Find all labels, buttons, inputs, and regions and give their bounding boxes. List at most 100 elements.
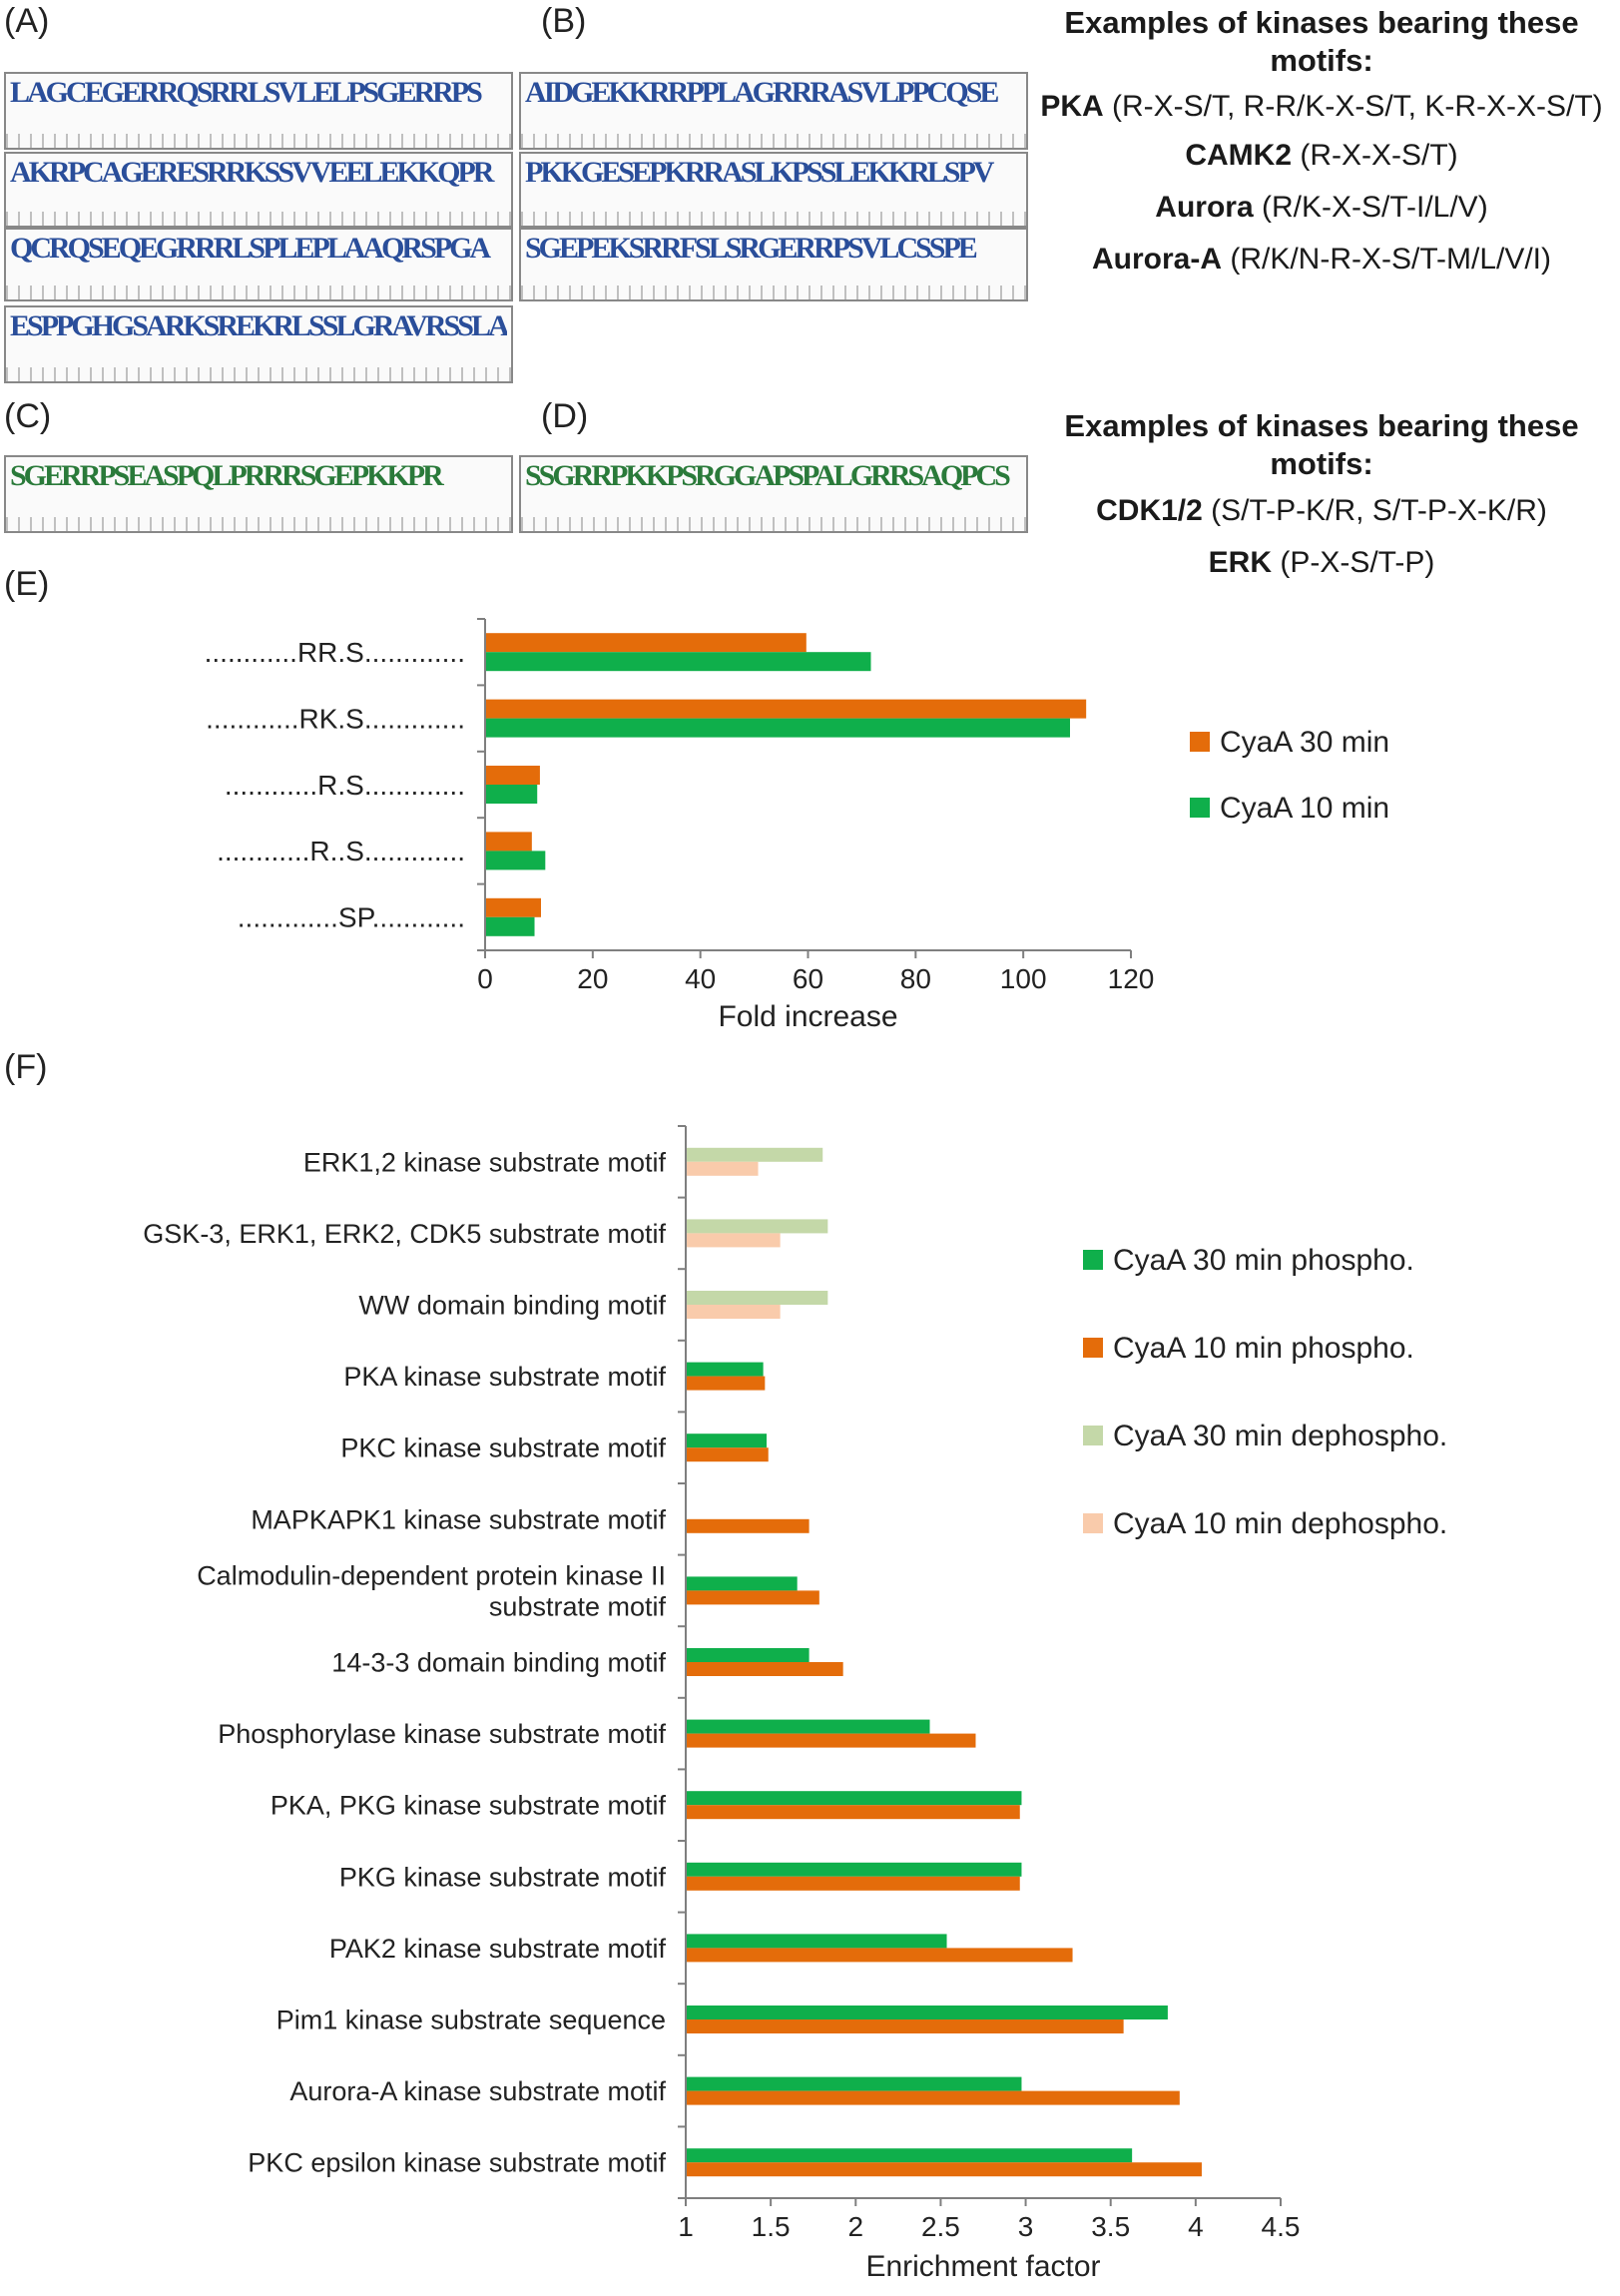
category-label: MAPKAPK1 kinase substrate motif	[251, 1504, 666, 1534]
panel-label-e: (E)	[4, 565, 50, 603]
category-label-line: PKA kinase substrate motif	[343, 1362, 666, 1392]
panel-label-a: (A)	[4, 2, 50, 40]
category-label: PKA kinase substrate motif	[343, 1362, 666, 1392]
bar-cyaa-10-min-phospho-	[687, 1662, 843, 1676]
bar-cyaa-30-min-phospho-	[687, 1719, 930, 1734]
category-label-line: Pim1 kinase substrate sequence	[276, 2005, 666, 2034]
logo-axis	[521, 134, 1026, 148]
bar-cyaa-30-min	[486, 699, 1087, 719]
category-label: WW domain binding motif	[358, 1290, 666, 1320]
legend-label: CyaA 30 min dephospho.	[1113, 1420, 1447, 1452]
category-label-line: ............R..S.............	[217, 836, 465, 866]
bar-cyaa-30-min-phospho-	[687, 1576, 798, 1591]
kinase-name: Aurora-A	[1091, 243, 1222, 276]
legend-swatch	[1083, 1426, 1103, 1445]
sequence-logo-c: SGERRPSEASPQLPRRRSGEPKKPR	[4, 455, 513, 533]
bar-cyaa-10-min-phospho-	[687, 1733, 976, 1748]
bar-cyaa-10-min	[486, 785, 538, 804]
kinase-examples-top: Examples of kinases bearing these motifs…	[1028, 4, 1615, 286]
category-label-line: ERK1,2 kinase substrate motif	[303, 1147, 667, 1177]
sequence-logo-d: SSGRRPKKPSRGGAPSPALGRRSAQPCS	[519, 455, 1028, 533]
x-tick-label: 0	[477, 963, 493, 994]
category-label: ERK1,2 kinase substrate motif	[303, 1147, 667, 1177]
category-label-line: GSK-3, ERK1, ERK2, CDK5 substrate motif	[143, 1219, 666, 1249]
category-label: ............RK.S.............	[206, 703, 465, 734]
kinase-line-pka: PKA (R-X-S/T, R-R/K-X-S/T, K-R-X-X-S/T)	[1028, 84, 1615, 130]
category-label: .............SP............	[238, 902, 465, 933]
kinase-name: Aurora	[1155, 191, 1254, 224]
category-label: Calmodulin-dependent protein kinase II su…	[197, 1560, 666, 1621]
bar-cyaa-30-min-phospho-	[687, 2076, 1022, 2091]
logo-letters: ESPPGHGSARKSREKRLSSLGRAVRSSLAS	[10, 309, 507, 342]
bar-cyaa-30-min-dephospho-	[687, 1147, 823, 1162]
bar-cyaa-10-min-phospho-	[687, 1590, 819, 1605]
bar-cyaa-10-min-phospho-	[687, 1447, 769, 1462]
sequence-logo-a4: ESPPGHGSARKSREKRLSSLGRAVRSSLAS	[4, 305, 513, 383]
bar-cyaa-10-min	[486, 916, 535, 936]
kinase-motif: (P-X-S/T-P)	[1280, 546, 1435, 579]
category-label-line: PKC kinase substrate motif	[340, 1434, 666, 1463]
x-tick-label: 1.5	[752, 2211, 791, 2242]
x-tick-label: 80	[900, 963, 931, 994]
category-label: PKC epsilon kinase substrate motif	[248, 2148, 666, 2178]
legend-swatch	[1083, 1250, 1103, 1270]
category-label: PKG kinase substrate motif	[339, 1862, 667, 1892]
kinase-name: ERK	[1208, 546, 1272, 579]
sequence-logo-b3: SGEPEKSRRFSLSRGERRPSVLCSSPE	[519, 228, 1028, 301]
x-tick-label: 100	[1000, 963, 1047, 994]
category-label: 14-3-3 domain binding motif	[331, 1647, 666, 1677]
bar-cyaa-10-min-phospho-	[687, 2090, 1180, 2105]
bar-cyaa-10-min-phospho-	[687, 1805, 1020, 1820]
category-label-line: WW domain binding motif	[358, 1290, 666, 1320]
bar-cyaa-30-min-phospho-	[687, 1862, 1022, 1877]
legend-swatch	[1190, 732, 1210, 752]
kinase-line-erk: ERK (P-X-S/T-P)	[1028, 537, 1615, 589]
x-tick-label: 4	[1188, 2211, 1204, 2242]
sequence-logo-a2: AKRPCAGERESRRKSSVVEELEKKQPR	[4, 152, 513, 228]
logo-axis	[6, 134, 511, 148]
bar-cyaa-30-min	[486, 832, 532, 852]
bar-cyaa-10-min-phospho-	[687, 2162, 1202, 2177]
x-tick-label: 2	[847, 2211, 863, 2242]
category-label: Pim1 kinase substrate sequence	[276, 2005, 666, 2034]
logo-letters: PKKGESEPKRRASLKPSSLEKKRLSPV	[525, 156, 994, 189]
category-label-line: PAK2 kinase substrate motif	[329, 1934, 667, 1964]
category-label-line: ............RR.S.............	[205, 637, 465, 668]
kinase-name: CAMK2	[1185, 139, 1292, 172]
legend-label: CyaA 10 min phospho.	[1113, 1332, 1414, 1365]
category-label-line: Phosphorylase kinase substrate motif	[218, 1719, 666, 1749]
bar-cyaa-30-min-phospho-	[687, 1934, 947, 1949]
panel-label-c: (C)	[4, 397, 52, 435]
bar-cyaa-10-min-phospho-	[687, 2019, 1124, 2033]
legend-label: CyaA 10 min dephospho.	[1113, 1507, 1447, 1540]
kinase-line-aurora: Aurora (R/K-X-S/T-I/L/V)	[1028, 182, 1615, 234]
x-tick-label: 1	[678, 2211, 694, 2242]
kinase-motif: (R-X-S/T, R-R/K-X-S/T, K-R-X-X-S/T)	[1112, 90, 1603, 123]
kinase-examples-bottom: Examples of kinases bearing these motifs…	[1028, 407, 1615, 589]
legend-swatch	[1083, 1513, 1103, 1533]
category-label: ............RR.S.............	[205, 637, 465, 668]
logo-axis	[6, 517, 511, 531]
bar-cyaa-10-min-phospho-	[687, 1518, 810, 1533]
category-label-line: 14-3-3 domain binding motif	[331, 1647, 666, 1677]
kinase-motif: (R/K/N-R-X-S/T-M/L/V/I)	[1230, 243, 1552, 276]
x-tick-label: 20	[577, 963, 608, 994]
bar-cyaa-30-min-phospho-	[687, 2006, 1168, 2019]
x-tick-label: 40	[685, 963, 716, 994]
bar-cyaa-10-min	[486, 718, 1070, 738]
category-label: ............R.S.............	[225, 770, 465, 801]
category-label: Aurora-A kinase substrate motif	[289, 2076, 666, 2106]
sequence-logo-a3: QCRQSEQEGRRRLSPLEPLAAQRSPGA	[4, 228, 513, 301]
panel-label-d: (D)	[541, 397, 589, 435]
category-label-line: PKA, PKG kinase substrate motif	[270, 1791, 667, 1821]
panel-label-f: (F)	[4, 1048, 48, 1086]
bar-cyaa-30-min-phospho-	[687, 1791, 1022, 1806]
bar-cyaa-10-min-phospho-	[687, 1876, 1020, 1891]
category-label: ............R..S.............	[217, 836, 465, 866]
logo-axis	[521, 517, 1026, 531]
x-tick-label: 2.5	[921, 2211, 960, 2242]
panel-label-b: (B)	[541, 2, 587, 40]
bar-cyaa-30-min	[486, 633, 807, 653]
legend-label: CyaA 30 min phospho.	[1113, 1244, 1414, 1277]
